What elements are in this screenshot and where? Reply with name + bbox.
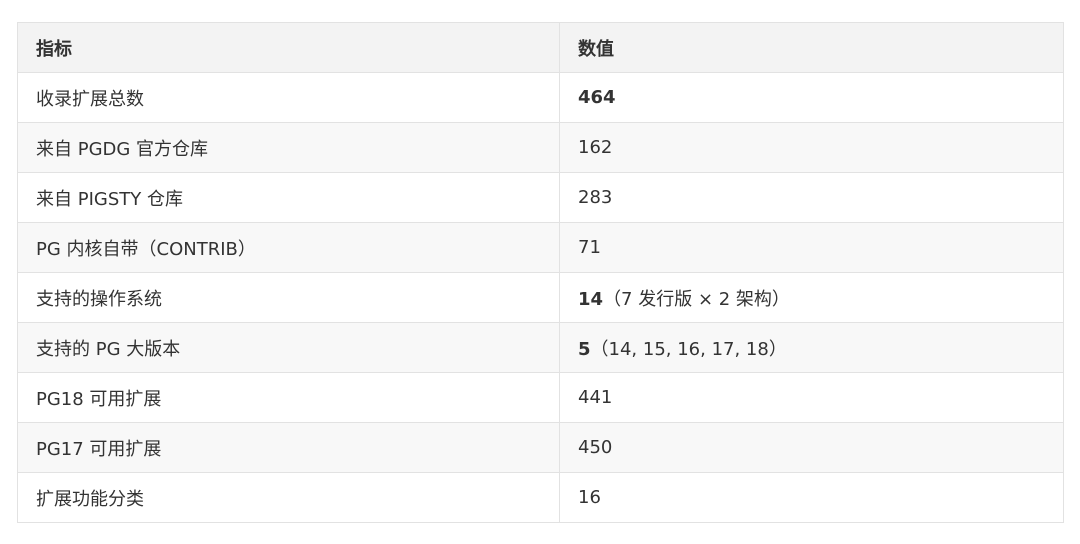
metric-value: 283	[559, 172, 1064, 223]
metric-label: 扩展功能分类	[17, 472, 560, 523]
metric-value: 441	[559, 372, 1064, 423]
metric-value: 162	[559, 122, 1064, 173]
metric-value: 450	[559, 422, 1064, 473]
table-row: 来自 PIGSTY 仓库 283	[17, 172, 1064, 223]
metric-label: PG18 可用扩展	[17, 372, 560, 423]
stats-table: 指标 数值 收录扩展总数 464 来自 PGDG 官方仓库 162 来自 PIGST…	[17, 22, 1064, 523]
table-row: 收录扩展总数 464	[17, 72, 1064, 123]
metric-value: 5（14, 15, 16, 17, 18）	[559, 322, 1064, 373]
value-bold: 464	[578, 87, 616, 108]
table-row: PG17 可用扩展 450	[17, 422, 1064, 473]
value-text: （7 发行版 × 2 架构）	[603, 288, 790, 310]
value-text: 71	[578, 237, 601, 258]
metric-value: 14（7 发行版 × 2 架构）	[559, 272, 1064, 323]
metric-label: 支持的操作系统	[17, 272, 560, 323]
value-text: 450	[578, 437, 613, 458]
metric-label: 支持的 PG 大版本	[17, 322, 560, 373]
metric-value: 16	[559, 472, 1064, 523]
metric-label: PG17 可用扩展	[17, 422, 560, 473]
table-row: 支持的 PG 大版本 5（14, 15, 16, 17, 18）	[17, 322, 1064, 373]
value-text: 16	[578, 487, 601, 508]
value-text: 441	[578, 387, 613, 408]
table-header-row: 指标 数值	[17, 22, 1064, 73]
metric-label: PG 内核自带（CONTRIB）	[17, 222, 560, 273]
value-text: 162	[578, 137, 613, 158]
value-text: 283	[578, 187, 613, 208]
header-metric: 指标	[17, 22, 560, 73]
metric-value: 71	[559, 222, 1064, 273]
table-row: 来自 PGDG 官方仓库 162	[17, 122, 1064, 173]
metric-value: 464	[559, 72, 1064, 123]
header-value: 数值	[559, 22, 1064, 73]
metric-label: 来自 PIGSTY 仓库	[17, 172, 560, 223]
table-row: PG 内核自带（CONTRIB） 71	[17, 222, 1064, 273]
table-row: 支持的操作系统 14（7 发行版 × 2 架构）	[17, 272, 1064, 323]
value-text: （14, 15, 16, 17, 18）	[590, 338, 787, 360]
table-row: PG18 可用扩展 441	[17, 372, 1064, 423]
metric-label: 收录扩展总数	[17, 72, 560, 123]
metric-label: 来自 PGDG 官方仓库	[17, 122, 560, 173]
value-bold: 14	[578, 288, 604, 310]
table-row: 扩展功能分类 16	[17, 472, 1064, 523]
value-bold: 5	[578, 338, 591, 360]
